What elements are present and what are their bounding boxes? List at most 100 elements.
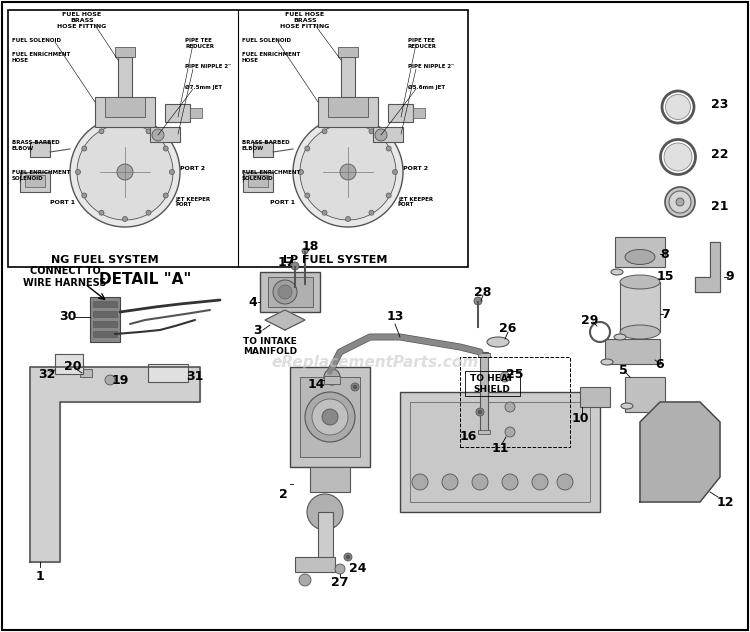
Text: 14: 14 <box>308 377 325 391</box>
Ellipse shape <box>614 334 626 340</box>
Polygon shape <box>30 367 200 562</box>
Circle shape <box>346 217 350 221</box>
Text: NG FUEL SYSTEM: NG FUEL SYSTEM <box>51 255 159 265</box>
Bar <box>30 142 50 157</box>
Text: FUEL ENRICHMENT: FUEL ENRICHMENT <box>242 169 300 174</box>
Text: 6: 6 <box>656 358 664 370</box>
Bar <box>260 272 320 312</box>
Text: Ø7.5mm JET: Ø7.5mm JET <box>185 85 222 90</box>
Bar <box>413 108 425 118</box>
Text: eReplacementParts.com: eReplacementParts.com <box>272 355 478 370</box>
Circle shape <box>386 193 392 198</box>
Bar <box>410 402 590 502</box>
Circle shape <box>500 372 510 382</box>
Text: BRASS BARBED: BRASS BARBED <box>242 140 290 145</box>
Circle shape <box>164 146 168 151</box>
Bar <box>615 237 665 267</box>
Text: 29: 29 <box>581 313 598 327</box>
Bar <box>93 301 117 307</box>
Polygon shape <box>640 402 720 502</box>
Bar <box>478 353 490 357</box>
Circle shape <box>146 129 151 134</box>
Text: FUEL HOSE: FUEL HOSE <box>62 11 101 16</box>
Bar <box>25 175 45 187</box>
Circle shape <box>532 474 548 490</box>
Bar <box>118 57 132 97</box>
Circle shape <box>293 117 403 227</box>
Circle shape <box>322 409 338 425</box>
Circle shape <box>122 123 128 128</box>
Bar <box>300 377 360 457</box>
Text: 16: 16 <box>459 430 477 444</box>
Bar <box>480 352 488 432</box>
Text: 10: 10 <box>572 413 589 425</box>
Bar <box>580 387 610 407</box>
Bar <box>318 97 378 127</box>
Bar <box>295 557 335 572</box>
Circle shape <box>353 385 357 389</box>
Text: PIPE TEE: PIPE TEE <box>185 37 211 42</box>
Circle shape <box>351 383 359 391</box>
Bar <box>115 47 135 57</box>
Circle shape <box>82 146 87 151</box>
Circle shape <box>291 262 299 270</box>
Circle shape <box>346 123 350 128</box>
Bar <box>105 97 145 117</box>
Circle shape <box>170 169 175 174</box>
Ellipse shape <box>669 191 691 213</box>
Circle shape <box>307 494 343 530</box>
Circle shape <box>105 375 115 385</box>
Bar <box>90 297 120 342</box>
Bar <box>338 47 358 57</box>
Text: 15: 15 <box>656 269 674 283</box>
Ellipse shape <box>601 359 613 365</box>
Circle shape <box>324 369 340 385</box>
Text: LP FUEL SYSTEM: LP FUEL SYSTEM <box>283 255 387 265</box>
Bar <box>328 97 368 117</box>
Ellipse shape <box>621 403 633 409</box>
Text: 12: 12 <box>716 495 734 509</box>
Bar <box>341 57 355 97</box>
Circle shape <box>304 193 310 198</box>
Text: 9: 9 <box>726 270 734 284</box>
Text: 5: 5 <box>619 363 627 377</box>
Text: 18: 18 <box>302 241 319 253</box>
Text: 27: 27 <box>332 576 349 588</box>
Circle shape <box>82 193 87 198</box>
Text: 31: 31 <box>186 370 204 384</box>
Circle shape <box>392 169 398 174</box>
Bar <box>93 331 117 337</box>
Text: SOLENOID: SOLENOID <box>242 176 274 181</box>
Text: DETAIL "A": DETAIL "A" <box>99 272 191 286</box>
Text: 2: 2 <box>279 487 287 501</box>
Circle shape <box>152 129 164 141</box>
Circle shape <box>335 564 345 574</box>
Bar <box>465 371 520 396</box>
Circle shape <box>369 129 374 134</box>
Text: 24: 24 <box>350 562 367 576</box>
Text: 22: 22 <box>711 147 729 161</box>
Text: PORT 1: PORT 1 <box>270 200 295 205</box>
Circle shape <box>273 280 297 304</box>
Text: 13: 13 <box>386 310 404 324</box>
Text: SOLENOID: SOLENOID <box>12 176 44 181</box>
Circle shape <box>369 210 374 216</box>
Bar <box>55 354 83 374</box>
Ellipse shape <box>665 95 691 119</box>
Text: REDUCER: REDUCER <box>185 44 214 49</box>
Circle shape <box>505 427 515 437</box>
Text: JET KEEPER
PORT: JET KEEPER PORT <box>175 197 210 207</box>
Text: 26: 26 <box>500 322 517 336</box>
Text: HOSE: HOSE <box>242 58 259 63</box>
Bar <box>400 392 600 512</box>
Text: 21: 21 <box>711 200 729 214</box>
Text: 11: 11 <box>491 442 508 456</box>
Circle shape <box>557 474 573 490</box>
Text: PORT 1: PORT 1 <box>50 200 75 205</box>
Circle shape <box>375 129 387 141</box>
Bar <box>388 104 413 122</box>
Bar <box>20 172 50 192</box>
Text: 3: 3 <box>253 324 261 336</box>
Circle shape <box>122 217 128 221</box>
Circle shape <box>300 124 396 220</box>
